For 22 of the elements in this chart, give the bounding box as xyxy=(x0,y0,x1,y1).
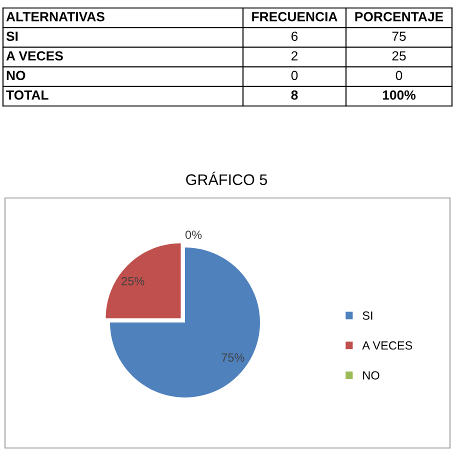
chart-title: GRÁFICO 5 xyxy=(186,172,268,186)
text: 6 xyxy=(292,32,298,41)
text: SI xyxy=(6,32,18,41)
text: A VECES xyxy=(6,51,63,61)
text: FRECUENCIA xyxy=(252,12,338,22)
text: NO xyxy=(6,70,26,80)
legend-label: A VECES xyxy=(362,341,412,350)
text: 2 xyxy=(291,51,298,60)
data-label: 75% xyxy=(222,353,244,362)
text: 8 xyxy=(291,90,298,100)
text: 25 xyxy=(392,51,406,61)
text: 0 xyxy=(396,70,402,80)
legend-label: SI xyxy=(362,311,372,320)
text: PORCENTAJE xyxy=(355,12,444,22)
data-label: 25% xyxy=(122,277,144,286)
text: 0 xyxy=(291,70,298,80)
text: ALTERNATIVAS xyxy=(6,12,104,22)
text: 0% xyxy=(185,230,202,239)
legend-label: NO xyxy=(363,371,380,380)
text: 100% xyxy=(382,90,416,100)
text: TOTAL xyxy=(6,90,48,100)
text: 75 xyxy=(392,32,406,41)
